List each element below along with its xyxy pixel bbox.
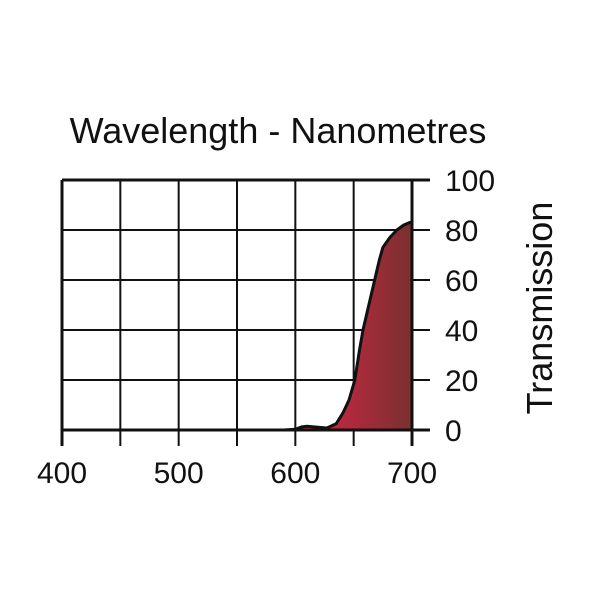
y-tick-label: 0 bbox=[445, 415, 462, 448]
x-tick-label: 500 bbox=[154, 457, 204, 490]
chart-title: Wavelength - Nanometres bbox=[70, 110, 487, 151]
y-tick-label: 20 bbox=[445, 365, 478, 398]
y-tick-label: 80 bbox=[445, 215, 478, 248]
axes bbox=[60, 180, 430, 446]
transmission-area bbox=[283, 222, 412, 430]
x-tick-labels: 400 500 600 700 bbox=[37, 457, 437, 490]
y-tick-label: 100 bbox=[445, 165, 495, 198]
x-tick-label: 600 bbox=[270, 457, 320, 490]
y-tick-label: 40 bbox=[445, 315, 478, 348]
y-tick-label: 60 bbox=[445, 265, 478, 298]
y-axis-label: Transmission bbox=[519, 202, 560, 415]
transmission-line bbox=[283, 221, 412, 432]
plot-area bbox=[283, 221, 412, 432]
x-tick-label: 400 bbox=[37, 457, 87, 490]
x-tick-label: 700 bbox=[387, 457, 437, 490]
y-tick-labels: 0 20 40 60 80 100 bbox=[445, 165, 495, 448]
